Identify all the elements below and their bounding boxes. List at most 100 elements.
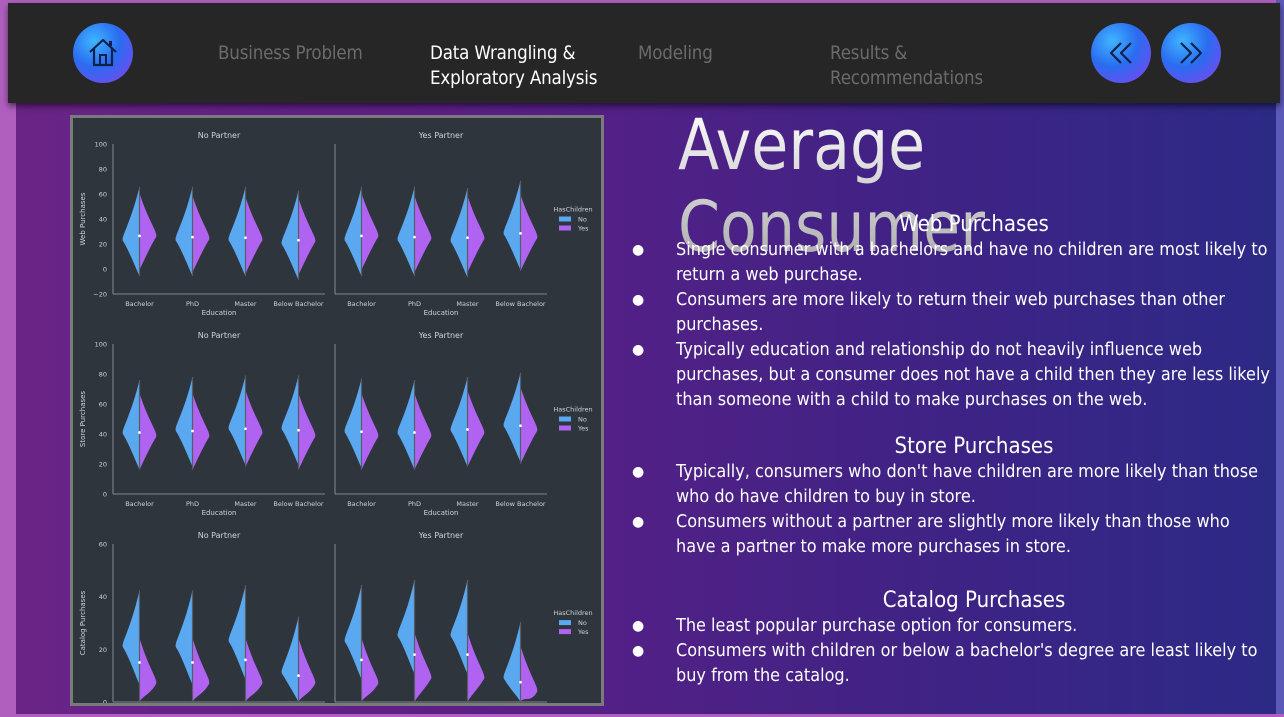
- y-tick-label: 20: [99, 646, 107, 654]
- nav-modeling-label: Modeling: [638, 42, 713, 64]
- violin-half-yes: [520, 194, 538, 271]
- x-tick-label: Below Bachelor: [495, 500, 546, 508]
- legend-swatch: [559, 225, 571, 231]
- bullet-item: ● Single consumer with a bachelors and ha…: [632, 240, 1268, 285]
- legend-label: No: [578, 416, 587, 424]
- y-tick-label: 20: [99, 461, 107, 469]
- violin-half-no: [122, 186, 140, 276]
- y-tick-label: 100: [95, 341, 107, 349]
- x-tick-label: Bachelor: [347, 300, 376, 308]
- panel-title: No Partner: [198, 331, 241, 340]
- violin-median-dot: [138, 431, 141, 434]
- violin-half-yes: [192, 393, 210, 470]
- legend-swatch: [559, 629, 571, 635]
- nav-modeling[interactable]: Modeling: [638, 41, 713, 66]
- violin-median-dot: [191, 661, 194, 664]
- nav-business-problem[interactable]: Business Problem: [218, 41, 363, 66]
- y-tick-label: 60: [99, 541, 107, 549]
- violin-half-yes: [192, 195, 210, 273]
- bullet-item: ● Typically, consumers who don't have chi…: [632, 462, 1259, 507]
- violin-half-yes: [139, 393, 157, 470]
- x-axis-label: Education: [202, 509, 237, 517]
- violin-median-dot: [360, 430, 363, 434]
- bullet-icon: ●: [632, 464, 645, 480]
- bullet-icon: ●: [632, 618, 645, 634]
- y-tick-label: 40: [99, 431, 107, 439]
- violin-half-no: [344, 585, 362, 680]
- top-nav-bar: Business Problem Data Wrangling & Explor…: [8, 3, 1280, 103]
- violin-half-yes: [361, 393, 379, 470]
- legend-label: No: [578, 619, 587, 627]
- legend-title: HasChildren: [553, 609, 592, 617]
- violin-half-no: [450, 188, 468, 278]
- nav-data-wrangling[interactable]: Data Wrangling & Exploratory Analysis: [430, 41, 597, 91]
- violin-half-yes: [245, 196, 263, 274]
- violin-half-no: [175, 377, 193, 467]
- bullet-icon: ●: [632, 342, 645, 358]
- violin-half-no: [397, 380, 415, 470]
- violin-half-no: [344, 186, 362, 276]
- bullet-icon: ●: [632, 292, 645, 308]
- violin-half-no: [228, 375, 246, 465]
- nav-results[interactable]: Results & Recommendations: [830, 41, 983, 91]
- double-chevron-right-icon: [1180, 42, 1203, 64]
- y-axis-label: Web Purchases: [79, 192, 87, 245]
- x-tick-label: Master: [456, 300, 479, 308]
- violin-median-dot: [138, 234, 141, 238]
- violin-half-no: [281, 190, 299, 280]
- violin-half-yes: [361, 637, 379, 702]
- y-tick-label: 60: [99, 401, 107, 409]
- y-tick-label: 80: [99, 371, 107, 379]
- violin-half-no: [281, 616, 299, 702]
- x-tick-label: Bachelor: [125, 500, 154, 508]
- violin-half-no: [228, 585, 246, 680]
- violin-half-yes: [414, 632, 432, 702]
- violin-plot-grid: Web Purchases No Partner 100 80 60 40 20 0 −20 Ba…: [79, 131, 593, 703]
- legend-label: Yes: [577, 628, 589, 636]
- nav-business-problem-label: Business Problem: [218, 42, 363, 64]
- home-icon: [89, 38, 117, 67]
- legend-swatch: [559, 425, 571, 431]
- violin-median-dot: [466, 653, 469, 656]
- violin-median-dot: [360, 658, 363, 662]
- next-button[interactable]: [1161, 23, 1221, 83]
- x-tick-label: Bachelor: [125, 300, 154, 308]
- bullet-item: ● Typically education and relationship do…: [632, 340, 1270, 410]
- legend-label: No: [578, 216, 587, 224]
- home-button[interactable]: [73, 23, 133, 83]
- violin-half-yes: [192, 637, 210, 702]
- violin-half-yes: [467, 390, 485, 467]
- violin-median-dot: [413, 235, 416, 239]
- legend-swatch: [559, 216, 571, 222]
- violin-half-yes: [245, 637, 263, 702]
- violin-median-dot: [519, 424, 522, 428]
- violin-median-dot: [519, 680, 522, 684]
- y-tick-label: 100: [95, 141, 107, 149]
- section-heading-store: Store Purchases: [894, 434, 1054, 459]
- violin-median-dot: [191, 235, 194, 239]
- violin-half-yes: [414, 393, 432, 470]
- bullet-item: ● Consumers without a partner are slightl…: [632, 512, 1230, 557]
- violin-half-yes: [298, 198, 316, 275]
- x-tick-label: Master: [234, 300, 257, 308]
- page-title: Average Consumer: [678, 104, 1160, 268]
- violin-half-yes: [298, 637, 316, 702]
- frame-right: [1276, 0, 1284, 717]
- x-tick-label: PhD: [186, 300, 199, 308]
- violin-median-dot: [138, 661, 141, 664]
- violin-half-no: [450, 579, 468, 674]
- x-tick-label: Below Bachelor: [273, 500, 324, 508]
- violin-chart-panel: Web Purchases No Partner 100 80 60 40 20 0 −20 Ba…: [70, 115, 604, 706]
- legend-swatch: [559, 416, 571, 422]
- violin-half-yes: [414, 195, 432, 273]
- previous-button[interactable]: [1091, 23, 1151, 83]
- x-tick-label: PhD: [408, 500, 421, 508]
- violin-median-dot: [244, 236, 247, 240]
- frame-top: [0, 0, 1284, 3]
- bullet-item: ● Consumers are more likely to return the…: [632, 290, 1225, 335]
- violin-half-yes: [139, 637, 157, 702]
- legend-label: Yes: [577, 425, 589, 433]
- panel-title: No Partner: [198, 131, 241, 140]
- violin-half-no: [503, 621, 521, 702]
- section-heading-web: Web Purchases: [899, 212, 1049, 237]
